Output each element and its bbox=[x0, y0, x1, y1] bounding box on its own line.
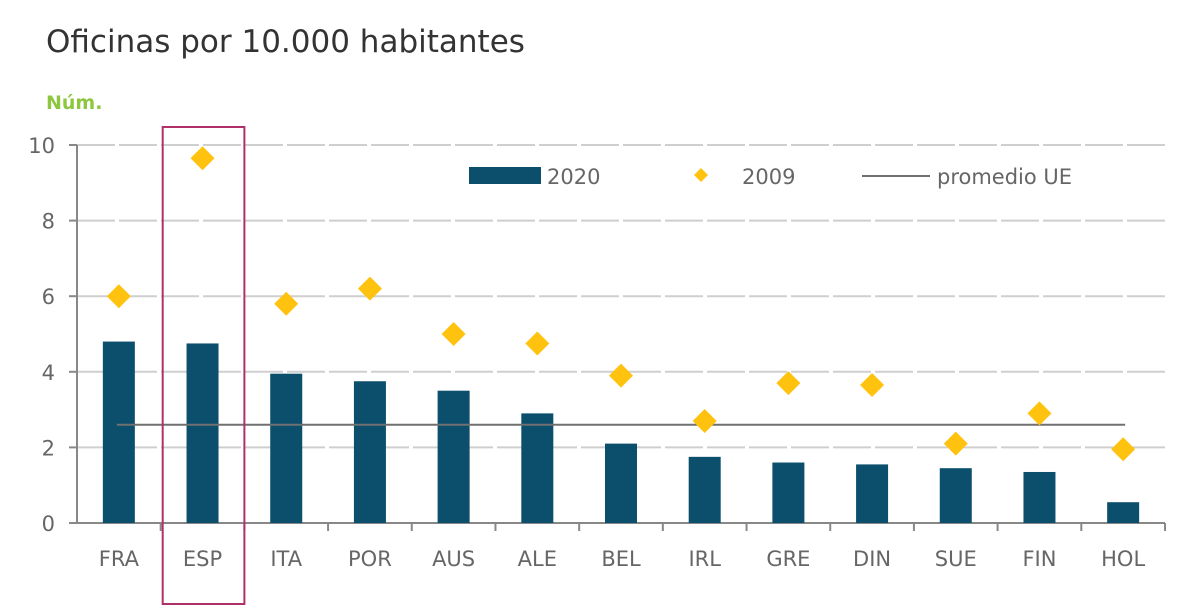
bar-2020-din bbox=[856, 464, 889, 523]
legend-label-2020: 2020 bbox=[547, 165, 600, 189]
marker-2009-bel bbox=[609, 363, 633, 388]
marker-2009-irl bbox=[692, 408, 717, 433]
x-tick-label: BEL bbox=[601, 547, 641, 571]
y-tick-label: 8 bbox=[42, 210, 55, 234]
y-tick-label: 10 bbox=[28, 134, 55, 158]
x-tick-label: HOL bbox=[1101, 547, 1145, 571]
legend-label-2009: 2009 bbox=[742, 165, 795, 189]
x-tick-label: IRL bbox=[688, 547, 721, 571]
x-tick-label: ESP bbox=[183, 547, 222, 571]
x-tick-label: FRA bbox=[99, 547, 140, 571]
legend-label-average: promedio UE bbox=[937, 165, 1072, 189]
legend-swatch-2009 bbox=[694, 168, 708, 182]
bar-2020-aus bbox=[437, 390, 470, 523]
marker-2009-ale bbox=[525, 331, 550, 356]
bar-2020-hol bbox=[1107, 502, 1140, 523]
marker-2009-fra bbox=[106, 284, 131, 309]
x-tick-label: AUS bbox=[432, 547, 475, 571]
marker-2009-ita bbox=[274, 291, 299, 316]
bar-2020-irl bbox=[688, 456, 721, 523]
marker-2009-sue bbox=[943, 431, 968, 456]
x-tick-label: SUE bbox=[935, 547, 977, 571]
x-tick-label: DIN bbox=[853, 547, 891, 571]
y-tick-label: 6 bbox=[42, 285, 55, 309]
y-tick-label: 4 bbox=[42, 361, 55, 385]
bar-2020-bel bbox=[605, 443, 637, 523]
marker-2009-por bbox=[357, 276, 382, 301]
x-tick-label: GRE bbox=[766, 547, 810, 571]
highlight-box-esp bbox=[161, 126, 246, 605]
bar-2020-fra bbox=[102, 341, 135, 523]
legend-swatch-2020 bbox=[469, 167, 541, 184]
bar-2020-ale bbox=[521, 413, 554, 523]
marker-2009-fin bbox=[1027, 401, 1052, 426]
marker-2009-esp bbox=[190, 146, 215, 171]
marker-2009-hol bbox=[1111, 437, 1136, 462]
y-tick-label: 2 bbox=[42, 436, 55, 460]
chart-title: Oficinas por 10.000 habitantes bbox=[46, 24, 525, 60]
bar-2020-sue bbox=[939, 468, 972, 523]
bar-2020-ita bbox=[270, 373, 303, 523]
bar-2020-por bbox=[353, 381, 386, 523]
y-tick-label: 0 bbox=[42, 512, 55, 536]
marker-2009-gre bbox=[776, 371, 801, 396]
x-tick-label: ALE bbox=[518, 547, 557, 571]
bar-2020-gre bbox=[772, 462, 805, 523]
y-axis-unit-label: Núm. bbox=[46, 92, 103, 114]
marker-2009-din bbox=[860, 373, 885, 398]
marker-2009-aus bbox=[441, 322, 466, 346]
bar-2020-esp bbox=[186, 343, 219, 523]
x-tick-label: FIN bbox=[1022, 547, 1056, 571]
x-tick-label: ITA bbox=[270, 547, 302, 571]
x-tick-label: POR bbox=[348, 547, 392, 571]
bar-2020-fin bbox=[1023, 471, 1056, 523]
